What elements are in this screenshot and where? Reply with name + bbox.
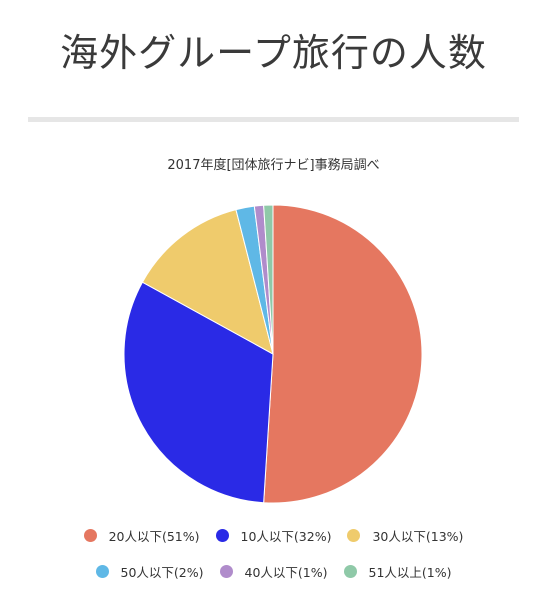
legend-label: 50人以下(2%) xyxy=(120,565,204,580)
legend-label: 40人以下(1%) xyxy=(244,565,328,580)
page-title: 海外グループ旅行の人数 xyxy=(60,31,487,75)
legend-label: 20人以下(51%) xyxy=(108,529,200,544)
legend-swatch xyxy=(83,529,97,542)
legend-item[interactable]: 30人以下(13%) xyxy=(347,526,463,545)
chart-subtitle: 2017年度[団体旅行ナビ]事務局調べ xyxy=(167,158,380,173)
pie-chart: 2017年度[団体旅行ナビ]事務局調べ 20人以下(51%) 10人以下(32%… xyxy=(0,140,547,608)
legend-label: 51人以上(1%) xyxy=(368,565,452,580)
legend-item[interactable]: 20人以下(51%) xyxy=(83,526,200,545)
legend-swatch xyxy=(343,565,357,578)
pie-slice-2[interactable] xyxy=(123,281,274,504)
legend-item[interactable]: 50人以下(2%) xyxy=(95,562,204,581)
legend-swatch xyxy=(219,565,233,578)
legend-item[interactable]: 40人以下(1%) xyxy=(219,562,328,581)
legend-swatch xyxy=(215,529,229,542)
pie-slice-1[interactable] xyxy=(263,204,423,504)
legend-label: 10人以下(32%) xyxy=(240,529,332,544)
legend-item[interactable]: 51人以上(1%) xyxy=(343,562,452,581)
legend-label: 30人以下(13%) xyxy=(372,529,464,544)
pie-chart-svg xyxy=(123,204,423,504)
legend-swatch xyxy=(347,529,361,542)
pie-slice-6[interactable] xyxy=(263,204,274,355)
legend-row-1: 20人以下(51%) 10人以下(32%) 30人以下(13%) xyxy=(0,526,547,545)
legend-item[interactable]: 10人以下(32%) xyxy=(215,526,332,545)
legend-swatch xyxy=(95,565,109,578)
pie-slice-3[interactable] xyxy=(141,209,274,355)
legend-row-2: 50人以下(2%) 40人以下(1%) 51人以上(1%) xyxy=(0,562,547,581)
title-divider xyxy=(28,117,519,122)
